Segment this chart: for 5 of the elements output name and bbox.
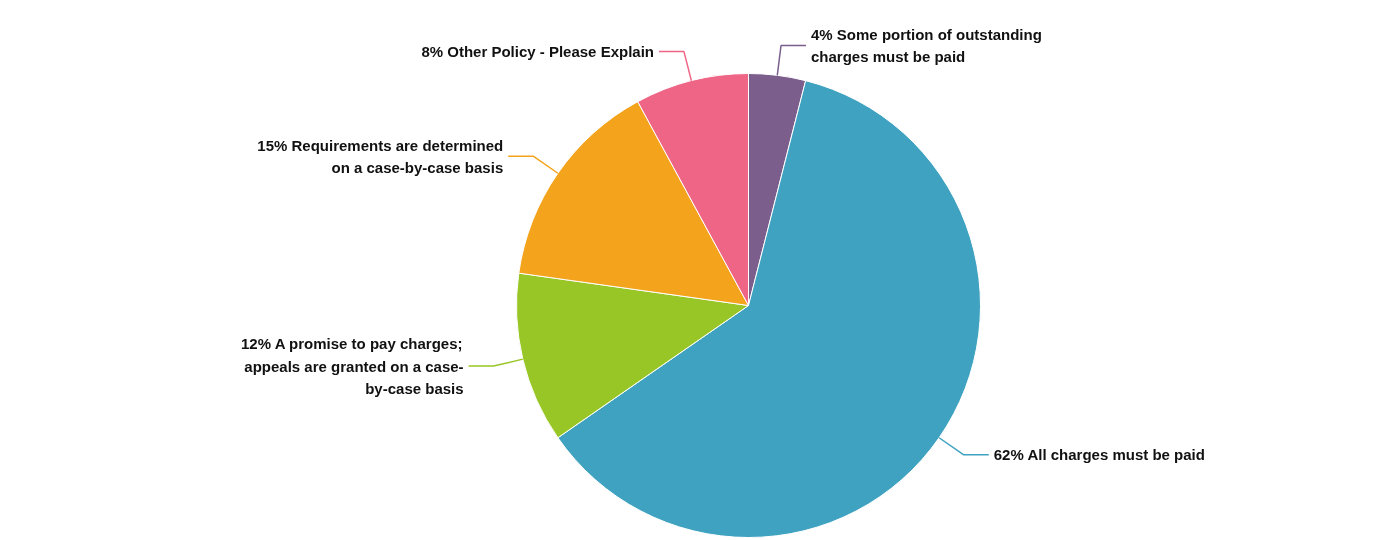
slice-label: 8% Other Policy - Please Explain — [421, 43, 654, 61]
slice-label: 15% Requirements are determined on a case-by-case basis — [257, 136, 504, 176]
slice-label: 62% All charges must be paid — [993, 446, 1205, 464]
slice-label: 12% A promise to pay charges; appeals are granted on a case-by-case basis — [241, 335, 464, 397]
slice-label: 4% Some portion of outstanding charges must be paid — [811, 25, 1042, 66]
